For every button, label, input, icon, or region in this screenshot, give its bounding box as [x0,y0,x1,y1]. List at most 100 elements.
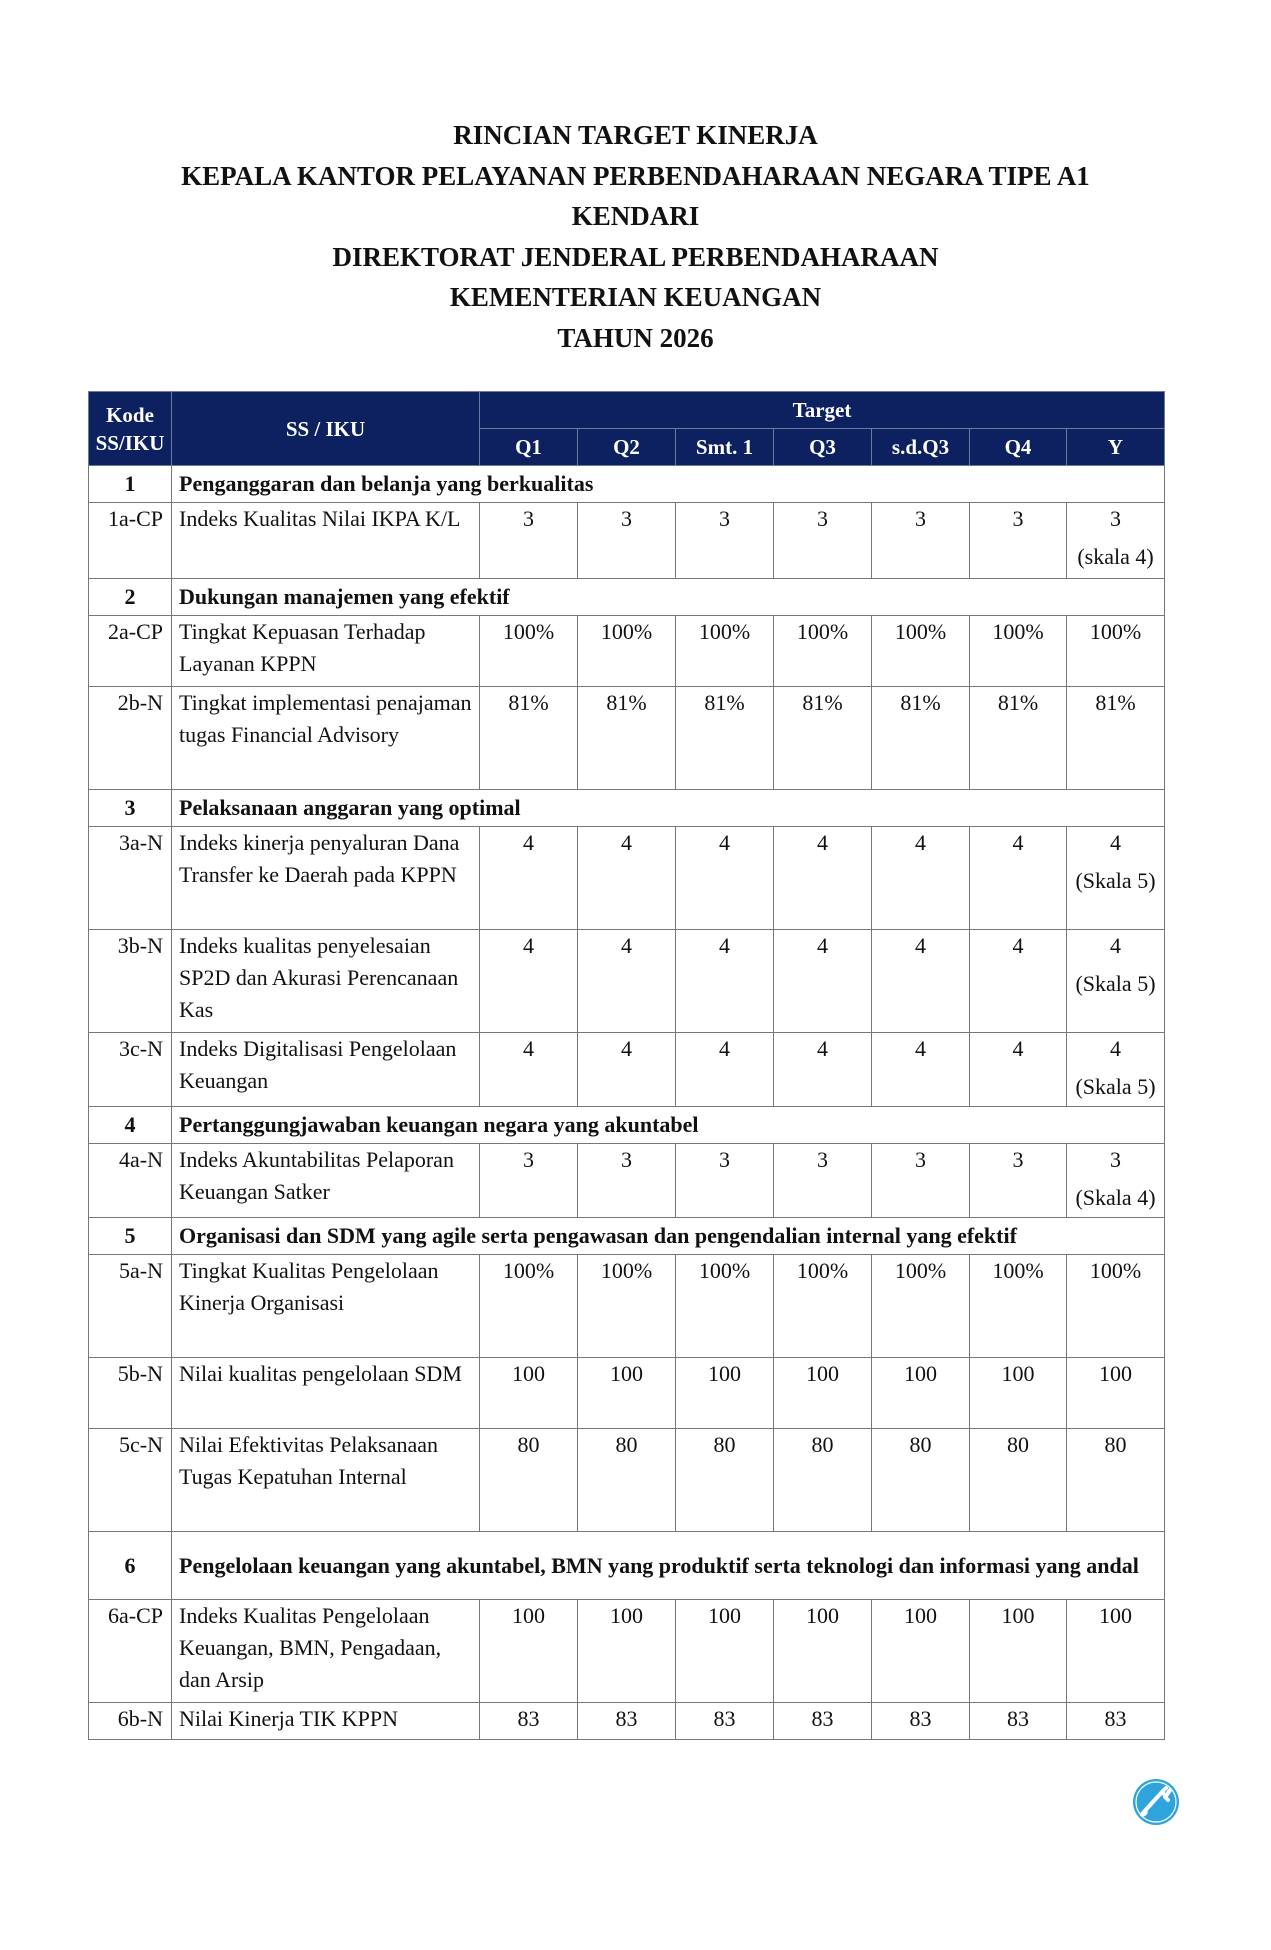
iku-label: Nilai Efektivitas Pelaksanaan Tugas Kepa… [171,1428,480,1532]
target-value: 81% [900,690,941,715]
title-line: KEPALA KANTOR PELAYANAN PERBENDAHARAAN N… [181,160,1090,191]
target-value: 4 [817,933,828,958]
target-cell: 4 [479,1032,578,1107]
target-cell: 100% [479,615,578,687]
target-value: 100% [698,1258,751,1283]
target-cell: 4 [479,929,578,1033]
target-value: 100% [796,1258,849,1283]
target-cell: 100% [479,1254,578,1358]
target-cell: 83 [773,1702,872,1740]
target-value: 100 [512,1603,545,1628]
target-value: 4 [915,830,926,855]
header-target: Target [479,391,1165,429]
iku-label: Indeks Digitalisasi Pengelolaan Keuangan [171,1032,480,1107]
table-row: 3b-N Indeks kualitas penyelesaian SP2D da… [88,929,1165,1033]
header-period: Q3 [773,428,872,466]
target-value: 100 [806,1603,839,1628]
section-row: 1 Penganggaran dan belanja yang berkualit… [88,465,1165,503]
target-cell: 100 [675,1357,774,1429]
target-value: 4 [621,933,632,958]
target-cell: 100 [577,1599,676,1703]
table-row: 6a-CP Indeks Kualitas Pengelolaan Keuanga… [88,1599,1165,1703]
target-cell: 4 [675,1032,774,1107]
section-row: 3 Pelaksanaan anggaran yang optimal [88,789,1165,827]
section-label: Penganggaran dan belanja yang berkualita… [171,465,1165,503]
section-label: Pertanggungjawaban keuangan negara yang … [171,1106,1165,1144]
section-label: Organisasi dan SDM yang agile serta peng… [171,1217,1165,1255]
target-cell: 3 [871,502,970,579]
target-cell: 80 [479,1428,578,1532]
header-period: Smt. 1 [675,428,774,466]
kode-cell: 2a-CP [88,615,172,687]
table-row: 3a-N Indeks kinerja penyaluran Dana Trans… [88,826,1165,930]
target-cell: 83 [479,1702,578,1740]
table-row: 3c-N Indeks Digitalisasi Pengelolaan Keua… [88,1032,1165,1107]
target-value: 80 [517,1432,540,1457]
target-value: 100 [610,1603,643,1628]
target-value: 80 [811,1432,834,1457]
iku-label: Nilai kualitas pengelolaan SDM [171,1357,480,1429]
target-value: 100% [1089,1258,1142,1283]
iku-label: Indeks kualitas penyelesaian SP2D dan Ak… [171,929,480,1033]
target-value: 100 [806,1361,839,1386]
target-value: 3 [719,1147,730,1172]
kode-cell: 6 [88,1531,172,1600]
target-cell: 3 (skala 4) [1066,502,1165,579]
target-value: 83 [713,1706,736,1731]
kode-cell: 4a-N [88,1143,172,1218]
section-row: 5 Organisasi dan SDM yang agile serta pen… [88,1217,1165,1255]
target-cell: 83 [871,1702,970,1740]
header-period: Q4 [969,428,1067,466]
scale-note: (Skala 5) [1075,868,1156,893]
target-cell: 4 (Skala 5) [1066,826,1165,930]
target-value: 100% [894,1258,947,1283]
target-value: 81% [802,690,843,715]
target-value: 3 [719,506,730,531]
target-value: 81% [1095,690,1136,715]
target-cell: 4 [969,929,1067,1033]
target-value: 81% [704,690,745,715]
kode-cell: 2 [88,578,172,616]
target-value: 3 [915,1147,926,1172]
section-row: 4 Pertanggungjawaban keuangan negara yang… [88,1106,1165,1144]
target-cell: 3 [577,1143,676,1218]
target-cell: 100 [969,1357,1067,1429]
section-row: 6 Pengelolaan keuangan yang akuntabel, BM… [88,1531,1165,1600]
target-value: 80 [1104,1432,1127,1457]
target-cell: 3 [479,502,578,579]
target-cell: 100 [479,1599,578,1703]
target-cell: 3 [479,1143,578,1218]
target-cell: 100% [773,615,872,687]
target-cell: 100% [675,615,774,687]
target-cell: 3 [577,502,676,579]
target-value: 4 [719,1036,730,1061]
kode-cell: 3b-N [88,929,172,1033]
kode-cell: 5c-N [88,1428,172,1532]
target-value: 83 [811,1706,834,1731]
target-cell: 4 [773,1032,872,1107]
target-cell: 100% [1066,615,1165,687]
target-value: 100% [992,619,1044,644]
target-cell: 81% [675,686,774,790]
target-cell: 100% [969,1254,1067,1358]
target-value: 100% [894,619,947,644]
target-value: 3 [1110,506,1121,531]
target-value: 80 [1007,1432,1029,1457]
target-value: 80 [909,1432,932,1457]
table-row: 1a-CP Indeks Kualitas Nilai IKPA K/L 3 3 3 3 3… [88,502,1165,579]
target-cell: 4 [577,929,676,1033]
section-label: Dukungan manajemen yang efektif [171,578,1165,616]
target-table: Kode SS/IKU SS / IKU Target Q1 Q2 Smt. 1 Q3… [88,391,1165,1740]
title-line: RINCIAN TARGET KINERJA [453,120,818,150]
target-value: 4 [915,1036,926,1061]
target-value: 81% [997,690,1039,715]
target-cell: 81% [1066,686,1165,790]
target-cell: 100 [871,1357,970,1429]
target-value: 4 [621,830,632,855]
target-value: 100% [1089,619,1142,644]
target-cell: 80 [871,1428,970,1532]
target-cell: 100% [577,615,676,687]
kode-cell: 3 [88,789,172,827]
header-period: Q2 [577,428,676,466]
target-value: 3 [523,1147,534,1172]
